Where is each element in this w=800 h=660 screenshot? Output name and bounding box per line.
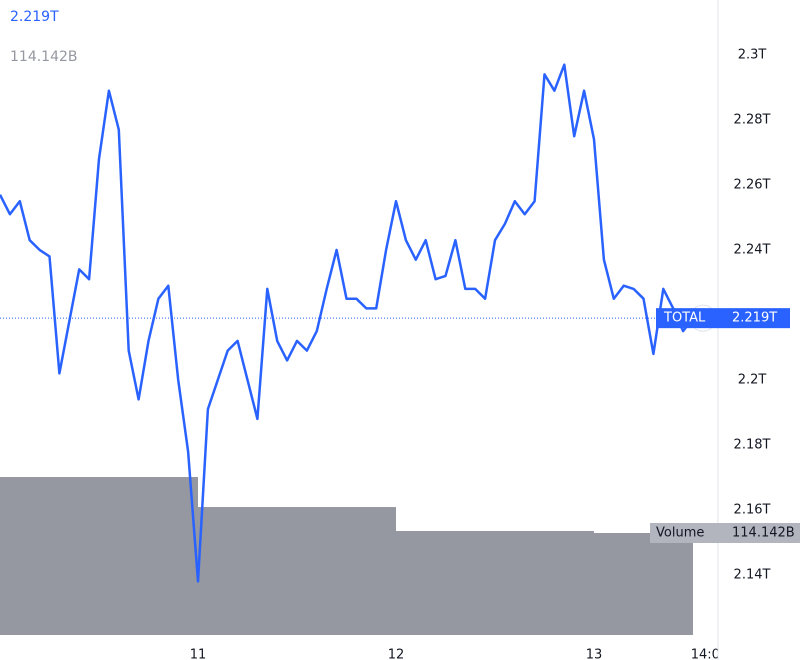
volume-bar: [395, 530, 594, 635]
y-tick-label: 2.16T: [734, 502, 771, 517]
line: [0, 63, 703, 583]
y-tick-label: 2.28T: [734, 112, 771, 127]
volume-name: Volume: [656, 526, 704, 541]
volume-last-label: 114.142B: [732, 526, 795, 541]
volume-tag-bg: [650, 523, 800, 544]
volume-layer: [0, 477, 693, 635]
series-last-label: 2.219T: [732, 311, 777, 326]
y-tick-label: 2.18T: [734, 437, 771, 452]
header-volume: 114.142B: [10, 49, 78, 65]
volume-bar: [197, 507, 396, 635]
x-tick-label: 12: [388, 648, 405, 660]
y-tick-label: 2.14T: [734, 567, 771, 582]
y-tick-label: 2.24T: [734, 242, 771, 257]
x-tick-label: 14:00: [691, 648, 728, 660]
header-value: 2.219T: [10, 9, 59, 25]
series-name: TOTAL: [663, 311, 706, 326]
y-tick-label: 2.2T: [738, 372, 767, 387]
y-tick-label: 2.3T: [738, 47, 767, 62]
volume-bar: [0, 477, 198, 635]
x-tick-label: 13: [586, 648, 603, 660]
tags: TOTAL 2.219T Volume 114.142B: [650, 308, 800, 544]
volume-bar: [593, 533, 693, 635]
series-tag-bg: [656, 308, 790, 329]
x-tick-label: 11: [190, 648, 207, 660]
x-axis: 11 12 13 14:00: [190, 648, 728, 660]
y-axis: 2.3T 2.28T 2.26T 2.24T 2.2T 2.18T 2.16T 2.14T: [734, 47, 771, 582]
y-tick-label: 2.26T: [734, 177, 771, 192]
